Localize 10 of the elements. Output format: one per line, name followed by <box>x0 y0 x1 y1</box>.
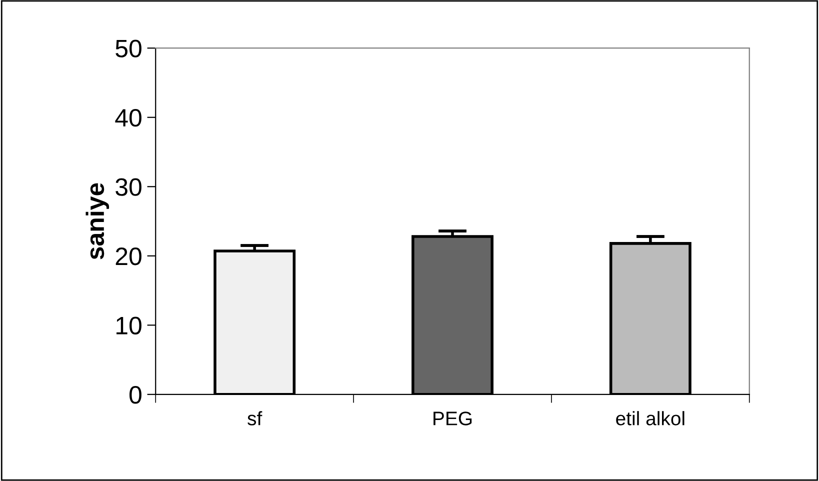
x-tick-label: PEG <box>434 412 472 426</box>
x-tick-label: etil alkol <box>616 411 684 426</box>
x-tick-label: sf <box>248 411 262 426</box>
y-tick-label: 50 <box>116 40 142 58</box>
y-tick-label: 0 <box>129 386 142 404</box>
y-tick-label: 20 <box>116 247 142 266</box>
y-axis-title: saniye <box>86 183 110 260</box>
y-tick-label: 30 <box>116 178 142 196</box>
y-tick-label: 40 <box>115 108 142 127</box>
y-tick-label: 10 <box>116 316 142 334</box>
